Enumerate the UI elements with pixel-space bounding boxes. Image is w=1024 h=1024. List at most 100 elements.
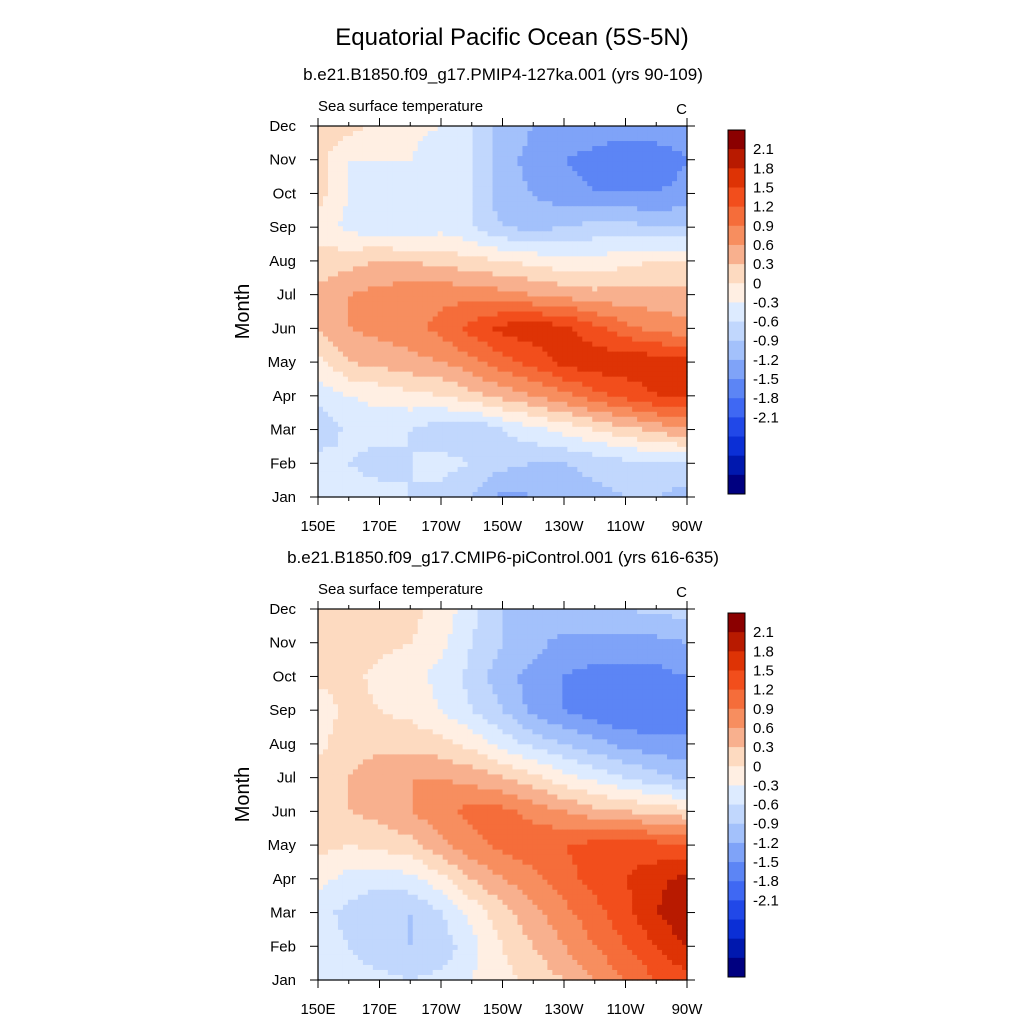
sst-cell <box>318 306 324 313</box>
sst-cell <box>517 421 524 428</box>
sst-cell <box>422 351 429 358</box>
sst-cell <box>627 431 633 438</box>
sst-cell <box>377 161 384 167</box>
sst-cell <box>342 381 349 388</box>
sst-cell <box>442 241 449 247</box>
sst-cell <box>562 426 568 433</box>
sst-cell <box>547 246 553 252</box>
sst-cell <box>318 191 324 197</box>
sst-cell <box>507 386 514 393</box>
sst-cell <box>552 321 558 328</box>
sst-cell <box>447 221 454 227</box>
sst-cell <box>402 146 409 152</box>
sst-cell <box>662 136 668 142</box>
sst-cell <box>602 141 608 147</box>
sst-cell <box>537 361 543 368</box>
sst-cell <box>337 206 344 212</box>
sst-cell <box>482 461 489 468</box>
sst-cell <box>387 421 394 428</box>
sst-cell <box>502 151 509 157</box>
sst-cell <box>447 461 454 468</box>
sst-cell <box>327 201 334 207</box>
sst-cell <box>442 421 449 428</box>
sst-cell <box>582 406 588 413</box>
sst-cell <box>532 171 539 177</box>
sst-cell <box>432 316 439 323</box>
sst-cell <box>677 431 683 438</box>
sst-cell <box>417 396 424 403</box>
sst-cell <box>387 361 394 368</box>
sst-cell <box>587 336 593 343</box>
sst-cell <box>462 166 469 172</box>
sst-cell <box>632 206 638 212</box>
sst-cell <box>582 211 588 217</box>
sst-cell <box>397 216 404 222</box>
sst-cell <box>347 246 354 252</box>
sst-cell <box>607 271 613 277</box>
sst-cell <box>637 196 643 202</box>
sst-cell <box>557 141 563 147</box>
sst-cell <box>387 326 394 333</box>
sst-cell <box>422 256 429 262</box>
sst-cell <box>467 321 474 328</box>
sst-cell <box>642 426 648 433</box>
sst-cell <box>597 156 603 162</box>
sst-cell <box>527 191 534 197</box>
sst-cell <box>502 281 509 288</box>
sst-cell <box>557 181 563 187</box>
sst-cell <box>497 281 504 288</box>
sst-cell <box>477 321 484 328</box>
sst-cell <box>487 171 494 177</box>
sst-cell <box>357 366 364 373</box>
sst-cell <box>612 406 618 413</box>
sst-cell <box>557 206 563 212</box>
sst-cell <box>657 131 663 137</box>
sst-cell <box>632 421 638 428</box>
sst-cell <box>582 411 588 418</box>
sst-cell <box>318 161 324 167</box>
sst-cell <box>447 181 454 187</box>
sst-cell <box>457 426 464 433</box>
sst-cell <box>657 301 663 308</box>
sst-cell <box>318 276 324 283</box>
sst-cell <box>487 271 494 277</box>
sst-cell <box>467 271 474 277</box>
sst-cell <box>462 371 469 378</box>
sst-cell <box>607 236 613 242</box>
sst-cell <box>552 411 558 418</box>
sst-cell <box>357 191 364 197</box>
sst-cell <box>507 221 514 227</box>
sst-cell <box>542 421 548 428</box>
sst-cell <box>318 151 324 157</box>
sst-cell <box>682 421 688 428</box>
sst-cell <box>602 381 608 388</box>
sst-cell <box>647 411 653 418</box>
sst-cell <box>452 241 459 247</box>
sst-cell <box>332 291 339 298</box>
sst-cell <box>432 451 439 458</box>
sst-cell <box>587 251 593 257</box>
sst-cell <box>642 361 648 368</box>
sst-cell <box>592 221 598 227</box>
sst-cell <box>327 401 334 408</box>
sst-cell <box>577 291 583 298</box>
sst-cell <box>542 246 548 252</box>
sst-cell <box>352 231 359 237</box>
sst-cell <box>432 426 439 433</box>
sst-cell <box>567 176 573 182</box>
sst-cell <box>477 396 484 403</box>
sst-cell <box>442 381 449 388</box>
sst-cell <box>447 436 454 443</box>
sst-cell <box>357 226 364 232</box>
sst-cell <box>467 141 474 147</box>
sst-cell <box>502 391 509 398</box>
sst-cell <box>342 331 349 338</box>
sst-cell <box>587 216 593 222</box>
sst-cell <box>667 371 673 378</box>
sst-cell <box>382 211 389 217</box>
sst-cell <box>327 221 334 227</box>
sst-cell <box>407 341 414 348</box>
sst-cell <box>657 401 663 408</box>
sst-cell <box>652 341 658 348</box>
sst-cell <box>322 296 329 303</box>
